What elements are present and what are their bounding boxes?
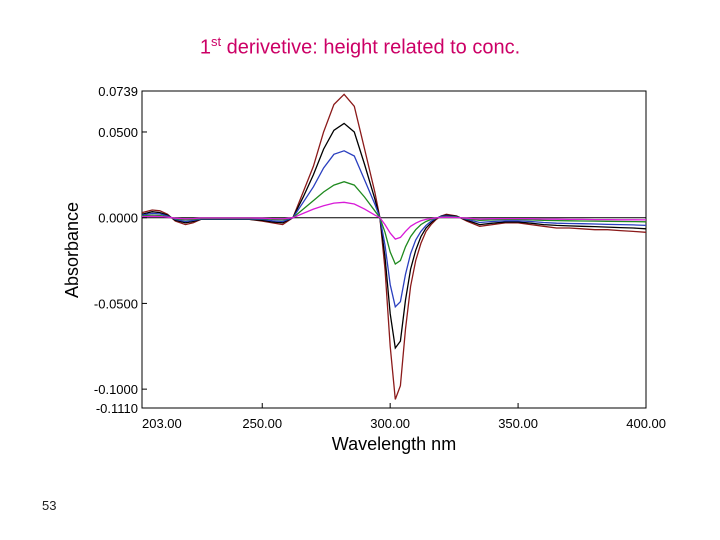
y-tick-label: -0.1000 (94, 382, 138, 397)
y-tick-label: 0.0739 (98, 84, 138, 99)
title-main: 1 (199, 36, 211, 59)
x-tick-label: 350.00 (498, 416, 538, 431)
slide-number: 53 (42, 498, 57, 513)
x-tick-label: 250.00 (242, 416, 282, 431)
x-axis-label: Wavelength nm (332, 434, 456, 454)
x-axis-ticks: 203.00 250.00 300.00 350.00 400.00 (141, 403, 666, 431)
y-axis-ticks: 0.0739 0.0500 0.0000 -0.0500 -0.1000 -0.1110 (94, 84, 147, 416)
x-tick-label: 300.00 (370, 416, 410, 431)
title-superscript: st (210, 34, 222, 49)
plot-frame (141, 90, 647, 409)
title-rest: derivetive: height related to conc. (221, 36, 521, 59)
y-tick-label: 0.0500 (98, 125, 138, 140)
y-tick-label: -0.1110 (96, 401, 138, 416)
series-layer (141, 93, 647, 400)
series-line-5 (141, 201, 647, 240)
x-tick-label: 400.00 (626, 416, 666, 431)
y-axis-label: Absorbance (62, 202, 82, 298)
slide-title: 1st derivetive: height related to conc. (0, 34, 720, 60)
x-tick-label: 203.00 (142, 416, 182, 431)
y-tick-label: 0.0000 (98, 211, 138, 226)
y-tick-label: -0.0500 (94, 296, 138, 311)
